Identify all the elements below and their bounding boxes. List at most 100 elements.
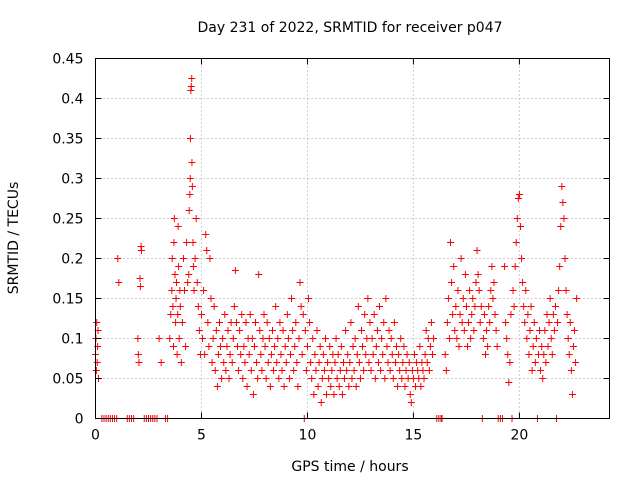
data-point	[349, 343, 357, 350]
data-point	[348, 375, 356, 382]
y-axis-label: SRMTID / TECUs	[6, 182, 22, 295]
data-point	[168, 255, 176, 262]
data-point	[475, 287, 483, 294]
y-tick-label: 0	[75, 412, 84, 428]
data-point	[522, 287, 530, 294]
data-point	[228, 359, 236, 366]
data-point	[343, 367, 351, 374]
data-point	[240, 343, 248, 350]
data-point	[480, 311, 488, 318]
data-point	[504, 351, 512, 358]
data-point	[306, 319, 314, 326]
data-point	[383, 343, 391, 350]
data-point	[182, 343, 190, 350]
data-point	[193, 279, 201, 286]
data-point	[391, 359, 399, 366]
data-point	[397, 335, 405, 342]
data-point	[484, 343, 492, 350]
data-point	[368, 335, 376, 342]
data-point	[502, 319, 510, 326]
data-point	[320, 367, 328, 374]
data-point	[573, 295, 581, 302]
data-point	[560, 215, 568, 222]
x-tick-label: 15	[405, 428, 423, 444]
data-point	[208, 359, 216, 366]
data-point	[355, 359, 363, 366]
data-point	[234, 343, 242, 350]
data-point	[445, 335, 453, 342]
data-point	[543, 311, 551, 318]
data-point	[530, 319, 538, 326]
data-point	[250, 343, 258, 350]
data-points	[92, 75, 581, 422]
data-point	[157, 359, 165, 366]
data-point	[326, 343, 334, 350]
data-point	[311, 351, 319, 358]
data-point	[176, 303, 184, 310]
data-point	[572, 359, 580, 366]
data-point	[444, 295, 452, 302]
data-point	[246, 311, 254, 318]
data-point	[330, 391, 338, 398]
data-point	[222, 367, 230, 374]
data-point	[510, 303, 518, 310]
data-point	[430, 335, 438, 342]
data-point	[377, 367, 385, 374]
data-point	[188, 183, 196, 190]
data-point	[386, 367, 394, 374]
data-point	[557, 223, 565, 230]
data-point	[482, 351, 490, 358]
data-point	[324, 359, 332, 366]
data-point	[384, 359, 392, 366]
data-point	[239, 375, 247, 382]
data-point	[170, 215, 178, 222]
data-point	[564, 335, 572, 342]
data-point	[276, 319, 284, 326]
data-point	[185, 207, 193, 214]
data-point	[448, 279, 456, 286]
data-point	[256, 327, 264, 334]
data-point	[419, 367, 427, 374]
data-point	[571, 327, 579, 334]
data-point	[226, 351, 234, 358]
data-point	[188, 75, 196, 82]
data-point	[284, 335, 292, 342]
data-point	[331, 359, 339, 366]
data-point	[235, 367, 243, 374]
data-point	[565, 351, 573, 358]
data-point	[172, 279, 180, 286]
data-point	[189, 263, 197, 270]
data-point	[275, 375, 283, 382]
data-point	[390, 319, 398, 326]
data-point	[449, 311, 457, 318]
data-point	[456, 311, 464, 318]
data-point	[299, 311, 307, 318]
data-point	[512, 239, 520, 246]
data-point	[453, 335, 461, 342]
data-point	[175, 335, 183, 342]
data-point	[294, 383, 302, 390]
data-point	[224, 327, 232, 334]
data-point	[493, 343, 501, 350]
data-point	[186, 135, 194, 142]
x-tick-label: 5	[197, 428, 206, 444]
data-point	[205, 343, 213, 350]
data-point	[545, 319, 553, 326]
data-point	[358, 327, 366, 334]
data-point	[442, 367, 450, 374]
data-point	[219, 335, 227, 342]
data-point	[347, 319, 355, 326]
data-point	[332, 335, 340, 342]
data-point	[262, 375, 270, 382]
data-point	[525, 351, 533, 358]
data-point	[166, 335, 174, 342]
data-point	[338, 391, 346, 398]
data-point	[541, 327, 549, 334]
data-point	[490, 279, 498, 286]
data-point	[395, 351, 403, 358]
data-point	[527, 303, 535, 310]
data-point	[285, 375, 293, 382]
grid-lines	[95, 58, 610, 419]
data-point	[569, 343, 577, 350]
y-tick-label: 0.05	[52, 372, 83, 388]
